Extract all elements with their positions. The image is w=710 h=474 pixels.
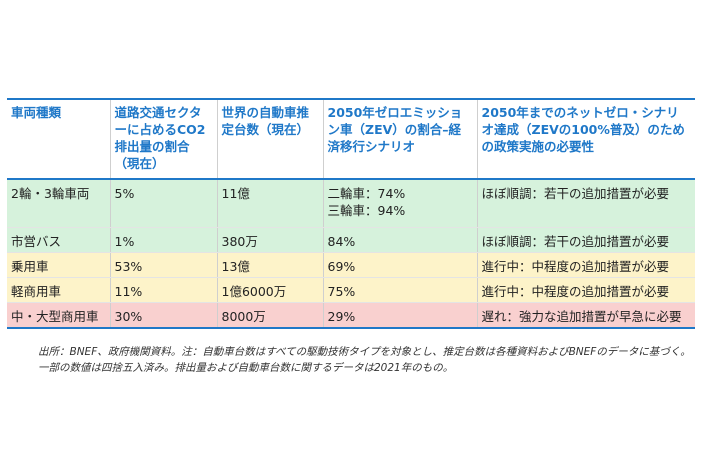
- cell-policy-need: 遅れ：強力な追加措置が早急に必要: [476, 302, 695, 329]
- cell-co2-share: 11%: [109, 277, 217, 303]
- zev-share-line: 三輪車：94%: [327, 203, 406, 218]
- table-row: 乗用車 53% 13億 69% 進行中：中程度の追加措置が必要: [7, 252, 695, 278]
- cell-co2-share: 53%: [109, 252, 217, 278]
- cell-co2-share: 5%: [109, 179, 217, 228]
- cell-zev-share: 75%: [322, 277, 477, 303]
- header-zev-share-2050: 2050年ゼロエミッション車（ZEV）の割合–経済移行シナリオ: [322, 98, 477, 180]
- cell-vehicle-type: 軽商用車: [7, 277, 110, 303]
- cell-co2-share: 1%: [109, 227, 217, 253]
- cell-zev-share: 二輪車：74% 三輪車：94%: [322, 179, 477, 228]
- cell-fleet-size: 380万: [216, 227, 323, 253]
- header-vehicle-type: 車両種類: [7, 98, 110, 180]
- cell-vehicle-type: 乗用車: [7, 252, 110, 278]
- cell-zev-share: 29%: [322, 302, 477, 329]
- header-policy-need: 2050年までのネットゼロ・シナリオ達成（ZEVの100%普及）のための政策実施…: [476, 98, 695, 180]
- table-row: 中・大型商用車 30% 8000万 29% 遅れ：強力な追加措置が早急に必要: [7, 302, 695, 329]
- cell-zev-share: 69%: [322, 252, 477, 278]
- cell-vehicle-type: 中・大型商用車: [7, 302, 110, 329]
- header-fleet-size: 世界の自動車推定台数（現在）: [216, 98, 323, 180]
- cell-fleet-size: 8000万: [216, 302, 323, 329]
- table-row: 市営バス 1% 380万 84% ほぼ順調：若干の追加措置が必要: [7, 227, 695, 253]
- cell-fleet-size: 13億: [216, 252, 323, 278]
- cell-co2-share: 30%: [109, 302, 217, 329]
- source-footnote: 出所：BNEF、政府機関資料。注：自動車台数はすべての駆動技術タイプを対象とし、…: [38, 344, 708, 376]
- cell-vehicle-type: 2輪・3輪車両: [7, 179, 110, 228]
- table-row: 軽商用車 11% 1億6000万 75% 進行中：中程度の追加措置が必要: [7, 277, 695, 303]
- cell-policy-need: 進行中：中程度の追加措置が必要: [476, 277, 695, 303]
- cell-policy-need: 進行中：中程度の追加措置が必要: [476, 252, 695, 278]
- table-header-row: 車両種類 道路交通セクターに占めるCO2排出量の割合（現在） 世界の自動車推定台…: [7, 98, 695, 180]
- footnote-line: 一部の数値は四捨五入済み。排出量および自動車台数に関するデータは2021年のもの…: [38, 362, 454, 374]
- cell-zev-share: 84%: [322, 227, 477, 253]
- vehicle-zev-table: 車両種類 道路交通セクターに占めるCO2排出量の割合（現在） 世界の自動車推定台…: [7, 98, 695, 329]
- cell-fleet-size: 1億6000万: [216, 277, 323, 303]
- cell-fleet-size: 11億: [216, 179, 323, 228]
- table-row: 2輪・3輪車両 5% 11億 二輪車：74% 三輪車：94% ほぼ順調：若干の追…: [7, 179, 695, 228]
- cell-policy-need: ほぼ順調：若干の追加措置が必要: [476, 227, 695, 253]
- header-co2-share: 道路交通セクターに占めるCO2排出量の割合（現在）: [109, 98, 217, 180]
- cell-policy-need: ほぼ順調：若干の追加措置が必要: [476, 179, 695, 228]
- cell-vehicle-type: 市営バス: [7, 227, 110, 253]
- zev-share-line: 二輪車：74%: [327, 186, 406, 201]
- footnote-line: 出所：BNEF、政府機関資料。注：自動車台数はすべての駆動技術タイプを対象とし、…: [38, 346, 691, 358]
